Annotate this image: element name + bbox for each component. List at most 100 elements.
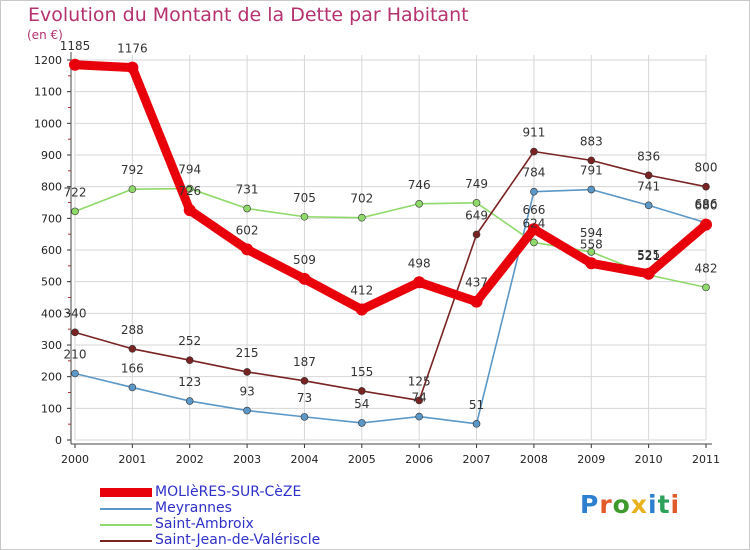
data-label-saint-ambroix: 746 <box>408 178 431 192</box>
y-tick-label: 1000 <box>34 117 62 130</box>
series-lines <box>69 58 712 428</box>
data-label-moli-res-sur-c-ze: 666 <box>522 203 545 217</box>
y-tick-label: 900 <box>41 149 62 162</box>
data-point-saint-ambroix <box>243 204 251 213</box>
data-label-moli-res-sur-c-ze: 680 <box>695 199 718 213</box>
x-tick-label: 2008 <box>520 453 548 466</box>
data-label-saint-jean-de-val-riscle: 252 <box>178 334 201 348</box>
data-point-saint-jean-de-val-riscle <box>530 147 538 156</box>
series-line-saint-jean-de-val-riscle <box>74 150 707 402</box>
data-point-moli-res-sur-c-ze <box>355 303 368 316</box>
legend-label: Saint-Jean-de-Valériscle <box>155 532 321 548</box>
y-tick-label: 800 <box>41 181 62 194</box>
data-label-moli-res-sur-c-ze: 1176 <box>117 42 148 56</box>
data-label-moli-res-sur-c-ze: 558 <box>580 237 603 251</box>
data-point-meyrannes <box>243 406 251 415</box>
data-point-saint-ambroix <box>300 212 309 221</box>
data-point-saint-jean-de-val-riscle <box>300 376 309 385</box>
data-point-moli-res-sur-c-ze <box>470 295 483 308</box>
x-tick-label: 2005 <box>348 453 376 466</box>
data-label-moli-res-sur-c-ze: 509 <box>293 253 316 267</box>
logo-letter: x <box>630 490 648 519</box>
data-point-meyrannes <box>415 412 423 421</box>
legend-swatch <box>100 508 152 510</box>
data-label-saint-jean-de-val-riscle: 836 <box>637 149 660 163</box>
logo-letter: t <box>657 490 671 519</box>
data-label-saint-jean-de-val-riscle: 911 <box>522 126 545 140</box>
data-label-saint-ambroix: 521 <box>637 249 660 263</box>
proxiti-logo: Proxiti <box>580 490 680 519</box>
y-tick-label: 600 <box>41 244 62 257</box>
data-label-moli-res-sur-c-ze: 498 <box>408 256 431 270</box>
unit-label: (en €) <box>27 28 63 42</box>
data-point-saint-jean-de-val-riscle <box>587 156 596 165</box>
data-label-saint-jean-de-val-riscle: 649 <box>465 208 488 222</box>
data-labels: 210 166 123 93 73 54 74 51 784 791 741 686 722 792 794… <box>60 39 718 412</box>
data-label-saint-jean-de-val-riscle: 340 <box>64 306 87 320</box>
y-tick-label: 400 <box>41 307 62 320</box>
data-label-meyrannes: 74 <box>412 391 427 405</box>
data-label-moli-res-sur-c-ze: 1185 <box>60 39 91 53</box>
data-point-saint-ambroix <box>587 248 596 256</box>
data-point-meyrannes <box>185 397 194 405</box>
data-point-saint-ambroix <box>530 238 538 247</box>
data-point-saint-ambroix <box>415 199 423 208</box>
y-tick-label: 200 <box>41 371 62 384</box>
x-tick-label: 2003 <box>233 453 261 466</box>
data-point-moli-res-sur-c-ze <box>413 276 426 289</box>
x-tick-label: 2006 <box>405 453 433 466</box>
y-tick-label: 0 <box>55 434 62 447</box>
axes: 0 100 200 300 400 500 600 700 800 900 1000 1100 1200… <box>34 52 720 466</box>
data-point-saint-ambroix <box>185 184 194 193</box>
data-point-saint-ambroix <box>128 185 137 193</box>
data-point-saint-jean-de-val-riscle <box>243 368 251 376</box>
chart-title: Evolution du Montant de la Dette par Hab… <box>28 4 469 26</box>
data-point-saint-jean-de-val-riscle <box>185 356 194 365</box>
data-label-saint-jean-de-val-riscle: 155 <box>350 365 373 379</box>
data-point-moli-res-sur-c-ze <box>642 267 655 280</box>
data-label-meyrannes: 51 <box>469 398 484 412</box>
data-label-saint-jean-de-val-riscle: 125 <box>408 374 431 388</box>
data-point-saint-jean-de-val-riscle <box>415 396 423 405</box>
x-tick-label: 2007 <box>463 453 491 466</box>
data-point-saint-ambroix <box>71 207 79 216</box>
data-point-moli-res-sur-c-ze <box>183 204 196 217</box>
data-label-saint-ambroix: 705 <box>293 191 316 205</box>
data-label-meyrannes: 210 <box>64 348 87 362</box>
data-point-saint-jean-de-val-riscle <box>644 171 653 180</box>
data-label-meyrannes: 73 <box>297 391 312 405</box>
y-tick-label: 100 <box>41 402 62 415</box>
data-point-meyrannes <box>530 187 538 196</box>
y-tick-label: 300 <box>41 339 62 352</box>
data-point-meyrannes <box>472 420 481 428</box>
data-label-saint-ambroix: 794 <box>178 163 201 177</box>
data-label-saint-jean-de-val-riscle: 215 <box>236 346 259 360</box>
x-tick-label: 2002 <box>176 453 204 466</box>
logo-letter: i <box>648 490 658 519</box>
x-tick-label: 2010 <box>635 453 663 466</box>
data-label-meyrannes: 784 <box>522 166 545 180</box>
data-label-saint-ambroix: 722 <box>64 185 87 199</box>
legend-label: Saint-Ambroix <box>155 516 254 532</box>
data-point-meyrannes <box>300 413 309 421</box>
data-label-saint-ambroix: 792 <box>121 163 144 177</box>
data-label-meyrannes: 54 <box>354 397 369 411</box>
data-point-saint-ambroix <box>702 283 710 292</box>
legend-swatch <box>100 488 152 497</box>
data-label-saint-ambroix: 749 <box>465 177 488 191</box>
data-point-saint-ambroix <box>358 213 366 222</box>
data-label-saint-jean-de-val-riscle: 800 <box>695 161 718 175</box>
x-tick-label: 2009 <box>577 453 605 466</box>
data-point-moli-res-sur-c-ze <box>585 257 598 270</box>
series-line-moli-res-sur-c-ze <box>70 60 711 315</box>
data-point-moli-res-sur-c-ze <box>69 58 81 71</box>
data-point-saint-jean-de-val-riscle <box>71 328 79 337</box>
data-label-meyrannes: 93 <box>239 385 254 399</box>
data-label-moli-res-sur-c-ze: 602 <box>236 223 259 237</box>
data-label-moli-res-sur-c-ze: 437 <box>465 276 488 290</box>
data-label-saint-ambroix: 594 <box>580 226 603 240</box>
data-point-meyrannes <box>71 369 79 378</box>
grid <box>74 55 707 441</box>
data-label-saint-ambroix: 702 <box>350 192 373 206</box>
